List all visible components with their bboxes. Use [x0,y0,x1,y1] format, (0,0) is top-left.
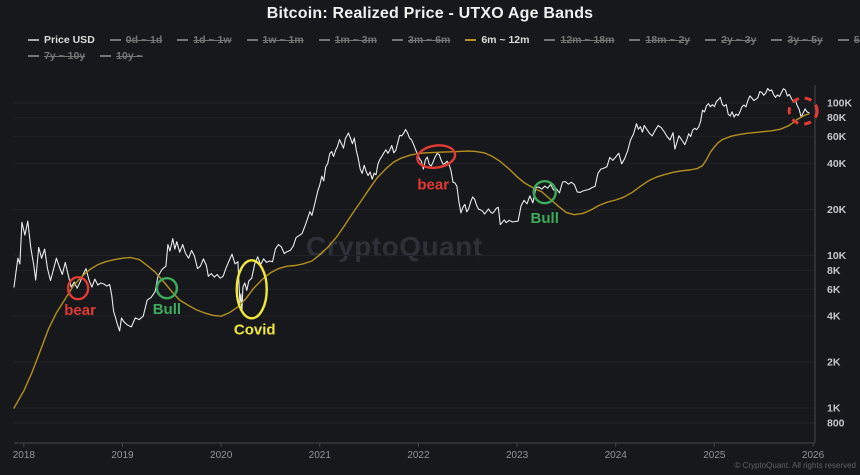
legend-item-3y-5y[interactable]: 3y ~ 5y [771,34,823,46]
legend-marker [177,39,189,41]
legend-marker [318,39,330,41]
annotation-bull-4 [532,179,557,205]
y-tick-label-100K: 100K [827,97,853,109]
legend-marker [705,39,717,41]
legend-marker [391,39,403,41]
y-tick-label-60K: 60K [827,131,847,143]
legend-label: 6m ~ 12m [481,34,530,46]
annotation-label-bear-3: bear [417,177,449,194]
legend-label: 10y ~ [116,50,143,62]
legend-item-6m-12m[interactable]: 6m ~ 12m [465,34,529,46]
legend-label: 12m ~ 18m [560,34,615,46]
legend-label: 7y ~ 10y [44,50,86,62]
y-tick-label-20K: 20K [827,204,847,216]
y-tick-label-2K: 2K [827,357,841,369]
legend-marker [771,39,783,41]
y-tick-label-80K: 80K [827,112,847,124]
annotation-bear-0 [66,276,90,301]
legend-marker [465,39,477,41]
legend-row-2: 7y ~ 10y 10y ~ [28,50,848,62]
legend-marker [28,39,39,41]
legend-label: 3m ~ 6m [407,34,451,46]
legend-row-1: Price USD 0d ~ 1d 1d ~ 1w 1w ~ 1m 1m ~ 3m 3m … [28,34,860,46]
annotation-label-bull-1: Bull [153,301,181,318]
legend-marker [28,55,39,57]
y-tick-label-6K: 6K [827,284,841,296]
legend-item-3m-6m[interactable]: 3m ~ 6m [391,34,451,46]
legend-label: 1d ~ 1w [193,34,232,46]
legend-item-12m-18m[interactable]: 12m ~ 18m [544,34,614,46]
x-tick-label-2026: 2026 [802,450,825,461]
legend-item-0d-1d[interactable]: 0d ~ 1d [109,34,163,46]
y-tick-label-8K: 8K [827,265,841,277]
y-tick-label-40K: 40K [827,158,847,170]
legend-item-18m-2y[interactable]: 18m ~ 2y [629,34,690,46]
x-tick-label-2025: 2025 [703,450,726,461]
legend: Price USD 0d ~ 1d 1d ~ 1w 1w ~ 1m 1m ~ 3m 3m … [28,34,860,66]
y-tick-label-10K: 10K [827,250,847,262]
legend-label: 18m ~ 2y [645,34,691,46]
legend-marker [837,39,849,41]
annotation-bear-3 [416,144,457,169]
y-tick-label-1K: 1K [827,403,841,415]
legend-label: 3y ~ 5y [787,34,823,46]
x-tick-label-2021: 2021 [309,450,332,461]
plot-area[interactable] [14,85,815,443]
x-tick-label-2022: 2022 [407,450,430,461]
footer-copyright: © CryptoQuant. All rights reserved [734,461,857,470]
annotation-label-covid-2: Covid [234,321,276,338]
legend-item-5y-7y[interactable]: 5y ~ 7y [837,34,860,46]
legend-label: Price USD [44,34,95,46]
realized-price-6m-12m-line [13,113,810,409]
annotation-circle-5 [787,96,819,126]
legend-item-1d-1w[interactable]: 1d ~ 1w [177,34,232,46]
legend-item-10y[interactable]: 10y ~ [100,50,143,62]
legend-marker [246,39,258,41]
annotation-label-bear-0: bear [64,302,96,319]
legend-marker [544,39,556,41]
legend-label: 0d ~ 1d [125,34,163,46]
legend-label: 2y ~ 3y [721,34,757,46]
legend-label: 1m ~ 3m [334,34,377,46]
legend-marker [100,55,112,57]
chart-title: Bitcoin: Realized Price - UTXO Age Bands [266,5,594,22]
legend-label: 1w ~ 1m [262,34,304,46]
annotation-covid-2 [235,259,268,320]
legend-marker [109,39,121,41]
legend-item-7y-10y[interactable]: 7y ~ 10y [28,50,85,62]
legend-item-2y-3y[interactable]: 2y ~ 3y [705,34,756,46]
x-tick-label-2024: 2024 [605,450,628,461]
legend-label: 5y ~ 7y [853,34,860,46]
annotation-bull-1 [155,277,179,300]
x-tick-label-2018: 2018 [13,450,36,461]
legend-item-price-usd[interactable]: Price USD [28,34,95,46]
annotation-label-bull-4: Bull [531,210,559,227]
legend-item-1w-1m[interactable]: 1w ~ 1m [246,34,304,46]
x-tick-label-2019: 2019 [111,450,134,461]
watermark: CryptoQuant [306,231,483,263]
x-tick-label-2023: 2023 [506,450,529,461]
legend-item-1m-3m[interactable]: 1m ~ 3m [318,34,377,46]
price-line [13,87,810,332]
x-tick-label-2020: 2020 [210,450,233,461]
legend-marker [629,39,641,41]
y-tick-label-800: 800 [827,417,845,429]
y-tick-label-4K: 4K [827,311,841,323]
